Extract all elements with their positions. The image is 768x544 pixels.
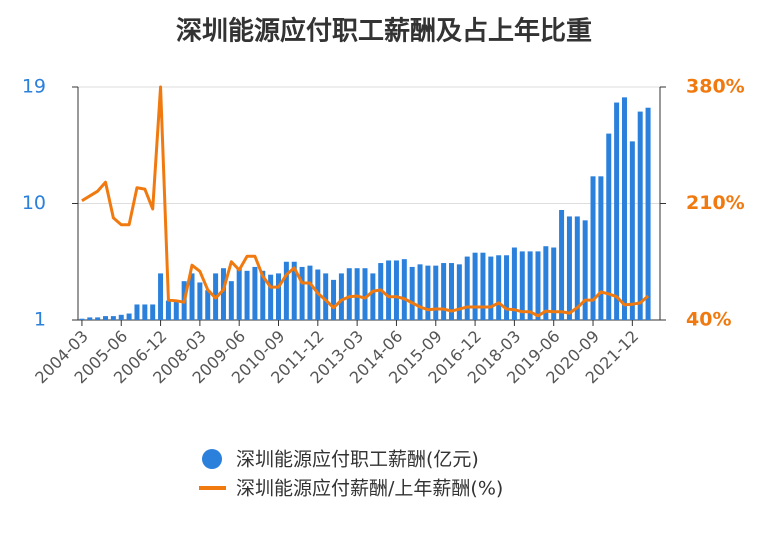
bar xyxy=(456,264,462,320)
bar xyxy=(488,256,494,320)
legend-marker xyxy=(202,449,222,469)
bar xyxy=(244,270,250,320)
bar xyxy=(590,176,596,320)
bar xyxy=(260,270,266,320)
bar xyxy=(79,318,85,320)
y-tick-label: 10 xyxy=(22,192,46,214)
bar xyxy=(401,259,407,320)
bar xyxy=(331,279,337,320)
bar xyxy=(110,316,116,320)
bar xyxy=(566,216,572,320)
y2-tick-label: 210% xyxy=(686,192,745,214)
legend-label: 深圳能源应付薪酬/上年薪酬(%) xyxy=(236,478,503,500)
y2-tick-label: 380% xyxy=(686,76,745,98)
bar xyxy=(417,264,423,320)
bar xyxy=(189,273,195,320)
bar xyxy=(142,304,148,320)
bar xyxy=(134,304,140,320)
bar xyxy=(236,268,242,320)
bar xyxy=(228,281,234,320)
bar xyxy=(409,266,415,320)
bar xyxy=(103,316,109,320)
bar xyxy=(598,176,604,320)
bar xyxy=(220,268,226,320)
bar xyxy=(464,256,470,320)
bar xyxy=(480,252,486,320)
bar xyxy=(574,216,580,320)
bar xyxy=(252,266,258,320)
bar xyxy=(433,265,439,320)
bar xyxy=(291,261,297,320)
bar xyxy=(448,263,454,320)
bar xyxy=(606,133,612,320)
bar xyxy=(441,263,447,320)
bar xyxy=(299,266,305,320)
bar xyxy=(323,273,329,320)
bar xyxy=(621,97,627,320)
bar xyxy=(472,252,478,320)
bar xyxy=(283,261,289,320)
bar xyxy=(173,301,179,320)
bar xyxy=(197,282,203,320)
bar xyxy=(150,304,156,320)
bar xyxy=(338,273,344,320)
bar xyxy=(118,314,124,320)
y-tick-label: 1 xyxy=(34,309,46,331)
bar xyxy=(543,246,549,320)
bar xyxy=(158,273,164,320)
bar xyxy=(87,317,93,320)
bar xyxy=(95,317,101,320)
chart-title: 深圳能源应付职工薪酬及占上年比重 xyxy=(176,16,592,47)
bar xyxy=(370,273,376,320)
bar xyxy=(496,255,502,320)
bar xyxy=(527,251,533,320)
bar xyxy=(126,313,132,320)
bar xyxy=(582,220,588,320)
bar xyxy=(519,251,525,320)
line xyxy=(81,85,650,318)
bar xyxy=(307,265,313,320)
bar xyxy=(551,247,557,320)
y-tick-label: 19 xyxy=(22,76,46,98)
bar xyxy=(629,141,635,320)
bar xyxy=(354,268,360,320)
bar xyxy=(511,247,517,320)
bar xyxy=(268,274,274,320)
bar xyxy=(504,255,510,320)
bar xyxy=(386,260,392,320)
bar xyxy=(614,102,620,321)
bar xyxy=(559,209,565,320)
y2-tick-label: 40% xyxy=(686,309,731,331)
bar xyxy=(425,265,431,320)
bar xyxy=(393,260,399,320)
bar xyxy=(645,107,651,320)
bar xyxy=(346,268,352,320)
legend-label: 深圳能源应付职工薪酬(亿元) xyxy=(236,449,479,471)
bar xyxy=(205,290,211,320)
bar xyxy=(165,300,171,320)
bar xyxy=(637,111,643,320)
bar xyxy=(276,273,282,320)
bar xyxy=(535,251,541,320)
bar xyxy=(362,268,368,320)
